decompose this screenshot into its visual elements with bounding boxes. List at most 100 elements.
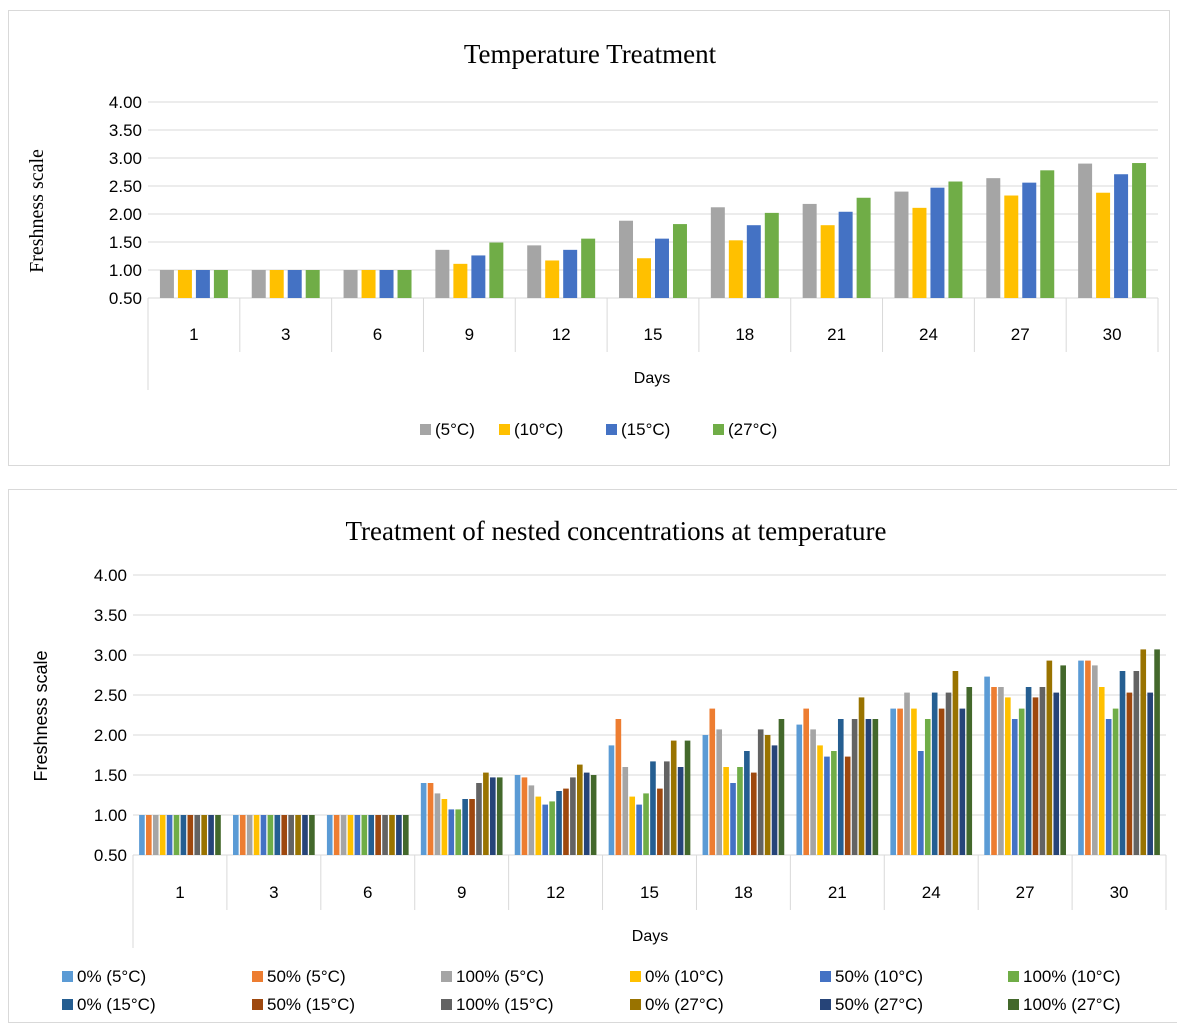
x-tick-label: 12 bbox=[552, 325, 571, 344]
bar bbox=[657, 788, 663, 855]
bar bbox=[619, 220, 634, 298]
nested-concentrations-chart: Treatment of nested concentrations at te… bbox=[8, 489, 1177, 1023]
bar bbox=[187, 815, 194, 855]
bar bbox=[1046, 660, 1053, 855]
bar bbox=[817, 745, 823, 855]
bar bbox=[890, 708, 896, 855]
y-tick-label: 3.00 bbox=[109, 149, 142, 168]
nested-concentrations-svg: Treatment of nested concentrations at te… bbox=[31, 516, 1167, 1014]
bar bbox=[368, 815, 375, 855]
y-tick-label: 0.50 bbox=[109, 289, 142, 308]
legend-label: 50% (5°C) bbox=[267, 967, 346, 986]
x-tick-label: 9 bbox=[465, 325, 474, 344]
x-tick-label: 30 bbox=[1110, 883, 1129, 902]
bar bbox=[858, 697, 865, 855]
temperature-treatment-chart: Temperature Treatment Freshness scale Da… bbox=[8, 10, 1170, 466]
bar bbox=[684, 740, 691, 855]
bar bbox=[295, 815, 301, 855]
legend-label: 0% (10°C) bbox=[645, 967, 724, 986]
bar bbox=[177, 270, 192, 298]
legend-swatch bbox=[499, 424, 510, 435]
bar bbox=[710, 207, 725, 298]
bar bbox=[872, 719, 879, 855]
bar bbox=[838, 211, 853, 298]
bar bbox=[455, 809, 462, 855]
bar bbox=[959, 708, 966, 855]
bar bbox=[1112, 708, 1119, 855]
y-tick-label: 2.50 bbox=[109, 177, 142, 196]
bar bbox=[152, 815, 159, 855]
bar bbox=[194, 815, 201, 855]
x-tick-label: 18 bbox=[734, 883, 753, 902]
bar bbox=[545, 260, 560, 298]
bar bbox=[728, 240, 743, 298]
legend-swatch bbox=[820, 971, 831, 982]
legend-swatch bbox=[62, 999, 73, 1010]
bar bbox=[1132, 163, 1147, 298]
bar bbox=[347, 815, 354, 855]
bar bbox=[608, 745, 615, 855]
bar bbox=[239, 815, 246, 855]
legend-label: (27°C) bbox=[728, 420, 777, 439]
y-tick-label: 2.50 bbox=[94, 686, 127, 705]
x-tick-label: 6 bbox=[363, 883, 372, 902]
legend-swatch bbox=[630, 999, 641, 1010]
bar bbox=[1022, 182, 1037, 298]
bar bbox=[1040, 170, 1055, 298]
bar bbox=[180, 815, 187, 855]
bar bbox=[824, 756, 830, 855]
legend-label: 0% (27°C) bbox=[645, 995, 724, 1014]
bar bbox=[340, 815, 347, 855]
y-tick-label: 1.00 bbox=[109, 261, 142, 280]
bar bbox=[1005, 697, 1011, 855]
bar bbox=[528, 785, 535, 855]
bar bbox=[622, 767, 629, 855]
bar bbox=[764, 212, 779, 298]
bar bbox=[267, 815, 274, 855]
bar bbox=[1018, 708, 1025, 855]
bar bbox=[938, 708, 945, 855]
bar bbox=[274, 815, 281, 855]
bar bbox=[1032, 697, 1039, 855]
legend-swatch bbox=[630, 971, 641, 982]
y-tick-label: 4.00 bbox=[94, 566, 127, 585]
x-tick-label: 21 bbox=[828, 883, 847, 902]
bar bbox=[441, 799, 448, 855]
bar bbox=[1140, 649, 1147, 855]
bar bbox=[716, 729, 723, 855]
bar bbox=[462, 799, 468, 855]
bar bbox=[1060, 665, 1066, 855]
bar bbox=[215, 815, 221, 855]
y-tick-label: 1.00 bbox=[94, 806, 127, 825]
bar bbox=[771, 745, 778, 855]
bar bbox=[1078, 163, 1093, 298]
bar bbox=[420, 783, 427, 855]
x-tick-label: 24 bbox=[922, 883, 941, 902]
y-tick-label: 1.50 bbox=[109, 233, 142, 252]
bar bbox=[213, 270, 228, 298]
y-axis-label: Freshness scale bbox=[26, 149, 48, 273]
x-axis-label: Days bbox=[632, 928, 668, 945]
bar bbox=[583, 772, 590, 855]
bar bbox=[737, 767, 743, 855]
bar bbox=[810, 729, 816, 855]
bar bbox=[865, 719, 872, 855]
legend-label: 0% (5°C) bbox=[77, 967, 146, 986]
chart-title: Temperature Treatment bbox=[464, 39, 717, 69]
bar bbox=[802, 203, 817, 298]
bar bbox=[208, 815, 214, 855]
bar bbox=[615, 719, 622, 855]
bar bbox=[1154, 649, 1160, 855]
bar bbox=[361, 270, 376, 298]
bar bbox=[629, 796, 636, 855]
bar bbox=[803, 708, 810, 855]
bar bbox=[1147, 692, 1153, 855]
bar bbox=[195, 270, 210, 298]
bar bbox=[556, 791, 562, 855]
x-tick-label: 3 bbox=[281, 325, 290, 344]
bar bbox=[246, 815, 253, 855]
bar bbox=[1092, 665, 1098, 855]
legend: (5°C) (10°C) (15°C) (27°C) bbox=[420, 420, 777, 439]
bar bbox=[333, 815, 340, 855]
legend-swatch bbox=[252, 971, 263, 982]
